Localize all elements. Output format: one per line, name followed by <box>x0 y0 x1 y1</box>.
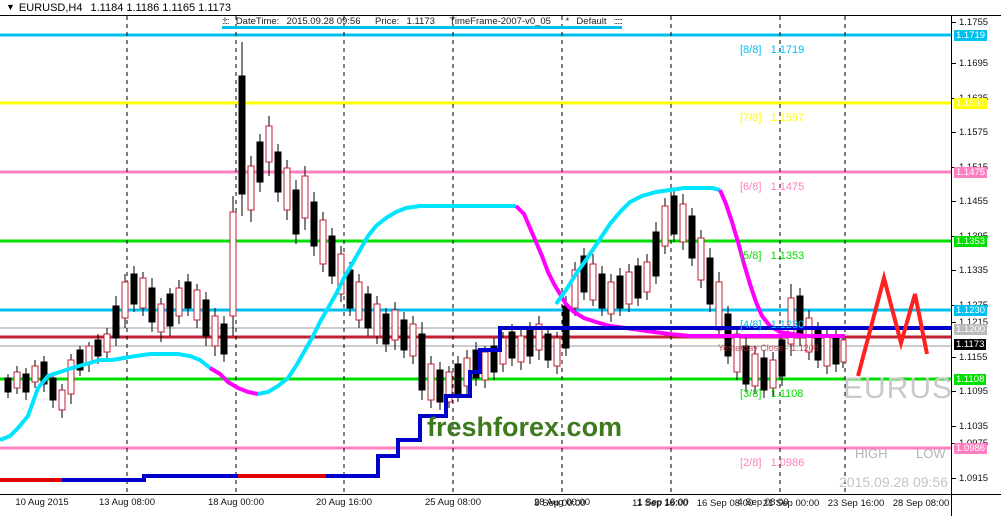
price-badge-bid: 1.1200 <box>954 324 988 335</box>
datetime-watermark: 2015.09.28 09:56 <box>839 474 948 490</box>
price-tick: 1.0915 <box>952 474 988 484</box>
trend-up-segment-3 <box>554 186 721 306</box>
datetime-value: 2015.09.28 09:56 <box>286 15 361 27</box>
price-badge-3-8: 1.1108 <box>954 374 987 385</box>
price-badge-current: 1.1173 <box>954 339 987 350</box>
price-tick: 1.1335 <box>952 266 988 276</box>
time-scale[interactable]: 10 Aug 2015 13 Aug 08:00 18 Aug 00:00 20… <box>0 494 951 516</box>
level-label-7-8: [7/8] 1.1597 <box>740 112 805 124</box>
trend-down-segment-1 <box>208 366 259 396</box>
time-tick: 1 Sep 16:00 <box>637 497 689 508</box>
stop-up-segment-2 <box>326 326 951 478</box>
indicator-info-band: :!:: DateTime: 2015.09.28 09:56 Price: 1… <box>222 15 623 29</box>
chart-header: ▼ EURUSD,H4 1.1184 1.1186 1.1165 1.1173 <box>0 0 1001 16</box>
forecast-zigzag-line <box>856 270 929 377</box>
time-tick: 18 Aug 00:00 <box>208 497 264 508</box>
level-label-8-8: [8/8] 1.1719 <box>740 44 805 56</box>
time-tick: 10 Aug 2015 <box>15 497 69 508</box>
info-prefix-dots: :!:: <box>222 15 230 27</box>
level-label-5-8: [5/8] 1.1353 <box>740 250 805 262</box>
info-suffix-dots: ::::: <box>613 15 623 27</box>
price-scale[interactable]: 1.1755 1.1695 1.1635 1.1575 1.1515 1.145… <box>951 16 1001 494</box>
stop-up-segment-1 <box>62 474 238 482</box>
symbol-watermark: EURUSD <box>843 372 951 405</box>
symbol-timeframe-label: EURUSD,H4 <box>18 1 83 14</box>
profile-name: Default <box>576 15 607 27</box>
price-badge-2-8: 1.0986 <box>954 443 988 454</box>
price-tick: 1.1755 <box>952 18 988 28</box>
price-badge-6-8: 1.1475 <box>954 167 988 178</box>
price-tick: 1.1695 <box>952 59 988 69</box>
yesterday-close-label: Yesterday Close - 1.1208 <box>718 343 819 353</box>
price-badge-8-8: 1.1719 <box>954 30 988 41</box>
time-tick: 20 Aug 16:00 <box>316 497 372 508</box>
price-tick: 1.1455 <box>952 197 988 207</box>
price-badge-4-8: 1.1230 <box>954 305 988 316</box>
level-label-4-8: [4/8] 1.1230 <box>740 319 805 331</box>
asterisk-marker: * <box>565 15 570 27</box>
chart-plot-area[interactable]: [8/8] 1.1719 [7/8] 1.1597 [6/8] 1.1475 [… <box>0 16 951 494</box>
candlestick-series <box>4 42 847 418</box>
brand-watermark: freshforex.com <box>427 412 623 442</box>
level-label-3-8: [3/8] 1.1108 <box>740 388 804 400</box>
chart-canvas <box>0 16 951 494</box>
chevron-down-icon[interactable]: ▼ <box>6 2 15 12</box>
price-badge-5-8: 1.1353 <box>954 236 988 247</box>
level-label-2-8: [2/8] 1.0986 <box>740 457 805 469</box>
price-tick: 1.1575 <box>952 128 988 138</box>
datetime-label: DateTime: <box>235 15 280 27</box>
time-tick: 13 Aug 08:00 <box>99 497 155 508</box>
time-tick: 28 Aug 00:00 <box>534 497 590 508</box>
indicator-name: TimeFrame-2007-v0_05 <box>449 15 551 27</box>
high-watermark-label: HIGH <box>855 446 888 461</box>
scale-corner <box>951 494 1001 516</box>
time-tick: 25 Aug 08:00 <box>425 497 481 508</box>
price-label: Price: <box>375 15 400 27</box>
price-tick: 1.1215 <box>952 318 988 328</box>
murrey-level-lines <box>0 33 951 450</box>
price-tick: 1.1155 <box>952 353 987 363</box>
trend-up-segment-1 <box>0 352 212 442</box>
stop-step-line <box>0 326 951 482</box>
price-value: 1.1173 <box>406 15 435 27</box>
price-tick: 1.1035 <box>952 422 988 432</box>
price-tick: 1.1095 <box>952 387 988 397</box>
trend-up-segment-2 <box>257 204 516 396</box>
low-watermark-label: LOW <box>916 446 946 461</box>
level-label-6-8: [6/8] 1.1475 <box>740 181 805 193</box>
time-tick: 4 Sep 08:00 <box>737 497 789 508</box>
trend-down-segment-3 <box>718 189 845 338</box>
ohlc-values: 1.1184 1.1186 1.1165 1.1173 <box>90 1 231 14</box>
price-badge-7-8: 1.1597 <box>954 98 988 109</box>
